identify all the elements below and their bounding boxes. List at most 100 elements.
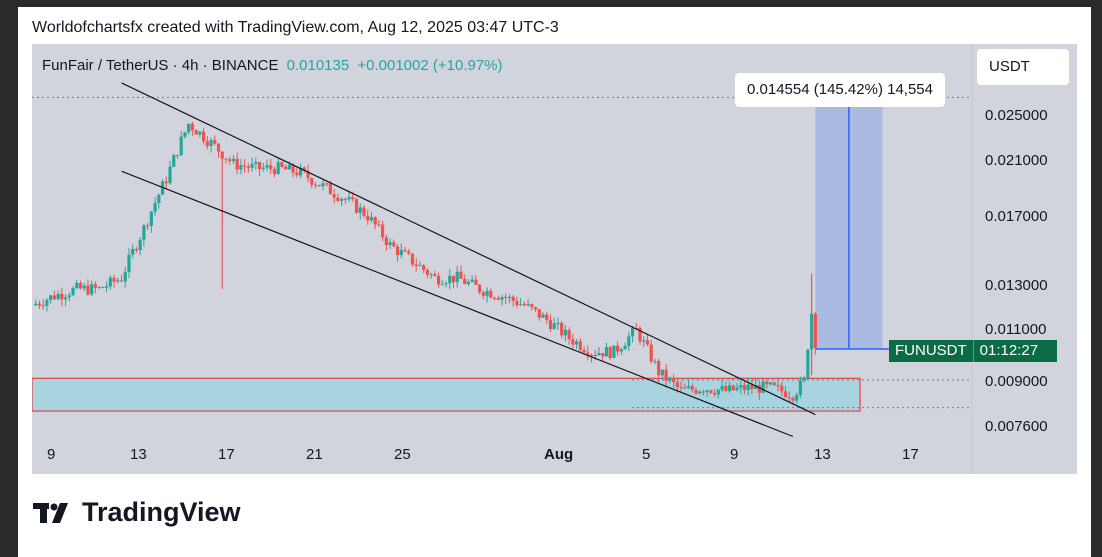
candle-body bbox=[418, 265, 422, 267]
candle-body bbox=[627, 336, 631, 346]
candle-body bbox=[310, 178, 314, 185]
candle-body bbox=[746, 384, 750, 391]
candle-body bbox=[340, 199, 344, 201]
candle-body bbox=[190, 123, 194, 131]
candle-body bbox=[645, 340, 650, 345]
candle-body bbox=[589, 354, 594, 356]
candle-body bbox=[347, 197, 351, 200]
candle-body bbox=[56, 293, 60, 300]
candle-body bbox=[343, 199, 347, 201]
candle-body bbox=[261, 167, 265, 170]
candle-body bbox=[813, 313, 817, 349]
channel-upper-line bbox=[121, 82, 816, 416]
candle-body bbox=[60, 293, 64, 300]
candle-body bbox=[623, 345, 627, 350]
y-tick-label: 0.013000 bbox=[985, 277, 1048, 294]
candle-body bbox=[71, 287, 75, 296]
tradingview-logo-icon bbox=[33, 502, 68, 523]
candle-body bbox=[384, 237, 388, 246]
candle-body bbox=[287, 164, 291, 170]
candle-body bbox=[578, 341, 582, 351]
candle-body bbox=[683, 387, 687, 389]
price-chart[interactable] bbox=[32, 44, 1077, 474]
candle-body bbox=[407, 251, 411, 254]
candle-body bbox=[82, 285, 86, 289]
candle-body bbox=[772, 382, 776, 386]
candle-body bbox=[474, 279, 478, 285]
candle-body bbox=[119, 280, 124, 282]
x-tick-label: 25 bbox=[394, 446, 411, 463]
candle-body bbox=[668, 378, 672, 381]
candle-body bbox=[776, 385, 780, 387]
candle-body bbox=[593, 354, 597, 356]
candle-body bbox=[41, 305, 45, 307]
candle-body bbox=[172, 154, 176, 167]
candle-body bbox=[369, 217, 374, 221]
candle-body bbox=[97, 287, 101, 289]
candle-body bbox=[709, 390, 713, 393]
candle-body bbox=[351, 197, 355, 200]
x-tick-label: 9 bbox=[47, 446, 56, 463]
candle-body bbox=[739, 385, 743, 388]
candle-body bbox=[716, 389, 720, 395]
candle-body bbox=[660, 369, 664, 376]
candle-body bbox=[675, 382, 679, 387]
candle-body bbox=[507, 296, 512, 298]
candle-body bbox=[616, 345, 620, 352]
x-tick-label: 21 bbox=[306, 446, 323, 463]
candle-body bbox=[492, 297, 497, 299]
candle-body bbox=[504, 296, 508, 298]
candle-body bbox=[134, 249, 139, 251]
x-tick-label: 9 bbox=[730, 446, 739, 463]
candle-body bbox=[272, 168, 277, 174]
candle-body bbox=[354, 199, 359, 213]
candle-body bbox=[93, 284, 98, 288]
candle-body bbox=[537, 309, 541, 318]
candle-body bbox=[575, 341, 579, 345]
candle-body bbox=[750, 384, 754, 390]
support-zone bbox=[32, 377, 861, 412]
candle-body bbox=[761, 381, 765, 393]
candle-body bbox=[489, 290, 493, 298]
candle-body bbox=[280, 162, 284, 167]
candle-body bbox=[388, 242, 392, 246]
candle-body bbox=[679, 386, 683, 388]
chart-area[interactable]: FunFair / TetherUS · 4h · BINANCE 0.0101… bbox=[32, 44, 1077, 474]
candle-body bbox=[787, 397, 791, 399]
candle-body bbox=[422, 265, 426, 270]
candle-body bbox=[563, 329, 568, 336]
candle-body bbox=[653, 361, 657, 363]
candle-body bbox=[123, 272, 127, 282]
candle-body bbox=[168, 166, 172, 184]
currency-button[interactable]: USDT bbox=[977, 49, 1069, 85]
candle-body bbox=[131, 249, 135, 255]
symbol-legend: FunFair / TetherUS · 4h · BINANCE 0.0101… bbox=[42, 57, 503, 74]
candle-body bbox=[175, 154, 180, 156]
candle-body bbox=[90, 284, 94, 295]
candle-body bbox=[381, 224, 385, 238]
candle-body bbox=[459, 271, 463, 279]
candle-body bbox=[765, 381, 769, 385]
candle-body bbox=[541, 314, 545, 318]
candle-body bbox=[780, 385, 784, 392]
candle-body bbox=[638, 328, 642, 342]
candle-body bbox=[358, 207, 362, 213]
candle-body bbox=[560, 322, 564, 336]
candle-body bbox=[377, 224, 381, 226]
candle-body bbox=[705, 390, 709, 392]
candle-body bbox=[67, 295, 71, 298]
candle-body bbox=[399, 249, 403, 256]
candle-body bbox=[86, 285, 90, 295]
candle-body bbox=[216, 143, 221, 152]
tradingview-brand[interactable]: TradingView bbox=[32, 497, 241, 528]
candle-body bbox=[425, 269, 429, 275]
candle-body bbox=[45, 300, 49, 306]
candle-body bbox=[742, 385, 747, 391]
candle-body bbox=[466, 281, 471, 285]
candle-body bbox=[75, 282, 79, 288]
symbol-title: FunFair / TetherUS · 4h · BINANCE bbox=[42, 57, 279, 74]
candle-body bbox=[250, 163, 254, 168]
candle-body bbox=[630, 328, 635, 337]
brand-name: TradingView bbox=[82, 497, 241, 527]
candle-body bbox=[403, 249, 407, 252]
